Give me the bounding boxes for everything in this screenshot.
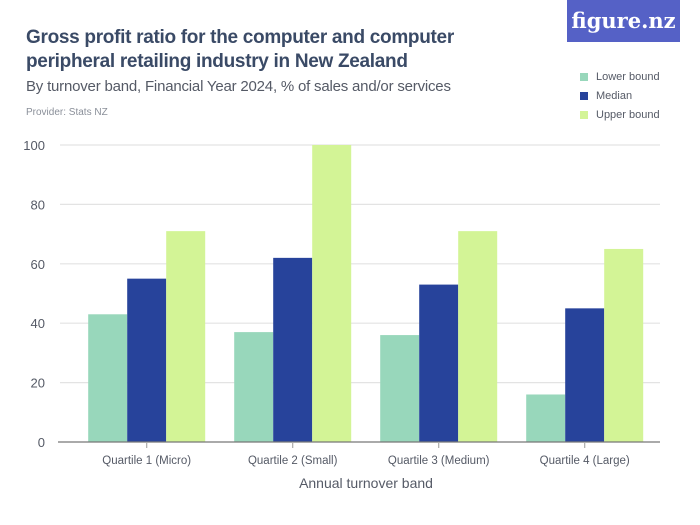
legend-item-lower: Lower bound bbox=[580, 67, 660, 86]
x-tick-label: Quartile 1 (Micro) bbox=[102, 455, 191, 467]
bar-upper-bound bbox=[604, 248, 644, 442]
legend: Lower bound Median Upper bound bbox=[580, 67, 660, 124]
y-tick-label: 40 bbox=[31, 316, 45, 331]
bar-lower-bound bbox=[234, 332, 274, 442]
bar-median bbox=[273, 257, 313, 442]
y-tick-label: 100 bbox=[23, 138, 45, 153]
bar-median bbox=[565, 308, 605, 442]
legend-label: Median bbox=[596, 89, 633, 102]
figure-nz-logo[interactable]: figure.nz bbox=[567, 0, 680, 42]
bar-upper-bound bbox=[458, 231, 498, 442]
y-tick-label: 60 bbox=[31, 257, 45, 272]
bar-median bbox=[127, 278, 167, 442]
legend-swatch bbox=[580, 91, 588, 100]
x-axis-label: Annual turnover band bbox=[299, 475, 433, 491]
legend-swatch bbox=[580, 72, 588, 81]
bar-lower-bound bbox=[526, 394, 566, 442]
legend-label: Lower bound bbox=[596, 70, 660, 83]
legend-item-upper: Upper bound bbox=[580, 105, 660, 124]
x-tick-label: Quartile 3 (Medium) bbox=[388, 455, 490, 467]
legend-swatch bbox=[580, 110, 588, 119]
legend-item-median: Median bbox=[580, 86, 660, 105]
y-tick-label: 20 bbox=[31, 376, 45, 391]
x-tick-label: Quartile 2 (Small) bbox=[248, 455, 338, 467]
legend-label: Upper bound bbox=[596, 108, 660, 121]
chart-title: Gross profit ratio for the computer and … bbox=[26, 27, 454, 72]
bar-median bbox=[419, 284, 459, 442]
y-tick-label: 0 bbox=[38, 435, 45, 450]
provider-label: Provider: Stats NZ bbox=[26, 107, 108, 118]
bar-lower-bound bbox=[380, 335, 420, 442]
bar-upper-bound bbox=[312, 145, 352, 442]
bar-upper-bound bbox=[166, 231, 206, 442]
x-tick-label: Quartile 4 (Large) bbox=[540, 455, 630, 467]
chart-subtitle: By turnover band, Financial Year 2024, %… bbox=[26, 78, 451, 95]
y-tick-label: 80 bbox=[31, 197, 45, 212]
bar-lower-bound bbox=[88, 314, 128, 442]
